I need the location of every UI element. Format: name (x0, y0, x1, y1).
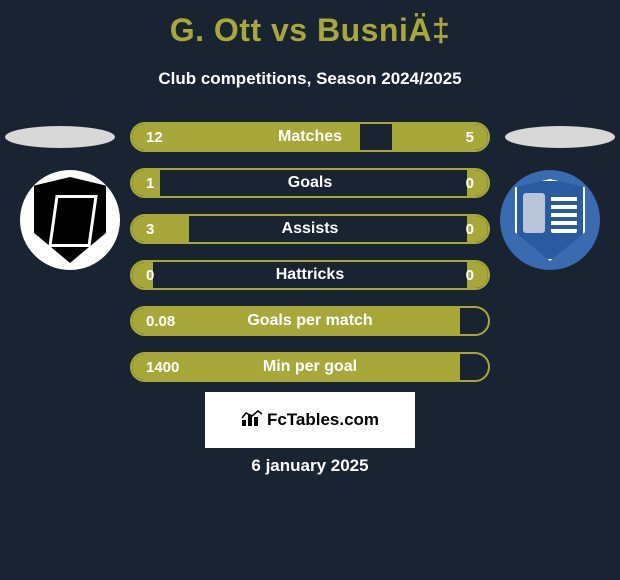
stat-row: 10Goals (130, 168, 490, 198)
stats-container: 125Matches 10Goals 30Assists 00Hattricks 0.0… (130, 122, 490, 398)
stat-label: Goals (132, 174, 488, 192)
player-shadow-right (505, 126, 615, 148)
brand-chart-icon (241, 409, 263, 432)
generated-date: 6 january 2025 (0, 456, 620, 476)
comparison-subtitle: Club competitions, Season 2024/2025 (0, 69, 620, 89)
stat-label: Matches (132, 128, 488, 146)
brand-text: FcTables.com (267, 410, 379, 430)
stat-row: 00Hattricks (130, 260, 490, 290)
club-logo-right (500, 170, 600, 270)
club-logo-left (20, 170, 120, 270)
club-logo-left-shield-icon (34, 177, 106, 263)
stat-label: Hattricks (132, 266, 488, 284)
stat-row: 0.08Goals per match (130, 306, 490, 336)
comparison-title: G. Ott vs BusniÄ‡ (0, 0, 620, 49)
club-logo-right-shield-icon (515, 179, 585, 261)
stat-row: 30Assists (130, 214, 490, 244)
brand-badge: FcTables.com (205, 392, 415, 448)
stat-label: Min per goal (132, 358, 488, 376)
player-shadow-left (5, 126, 115, 148)
stat-row: 1400Min per goal (130, 352, 490, 382)
stat-label: Goals per match (132, 312, 488, 330)
stat-label: Assists (132, 220, 488, 238)
stat-row: 125Matches (130, 122, 490, 152)
